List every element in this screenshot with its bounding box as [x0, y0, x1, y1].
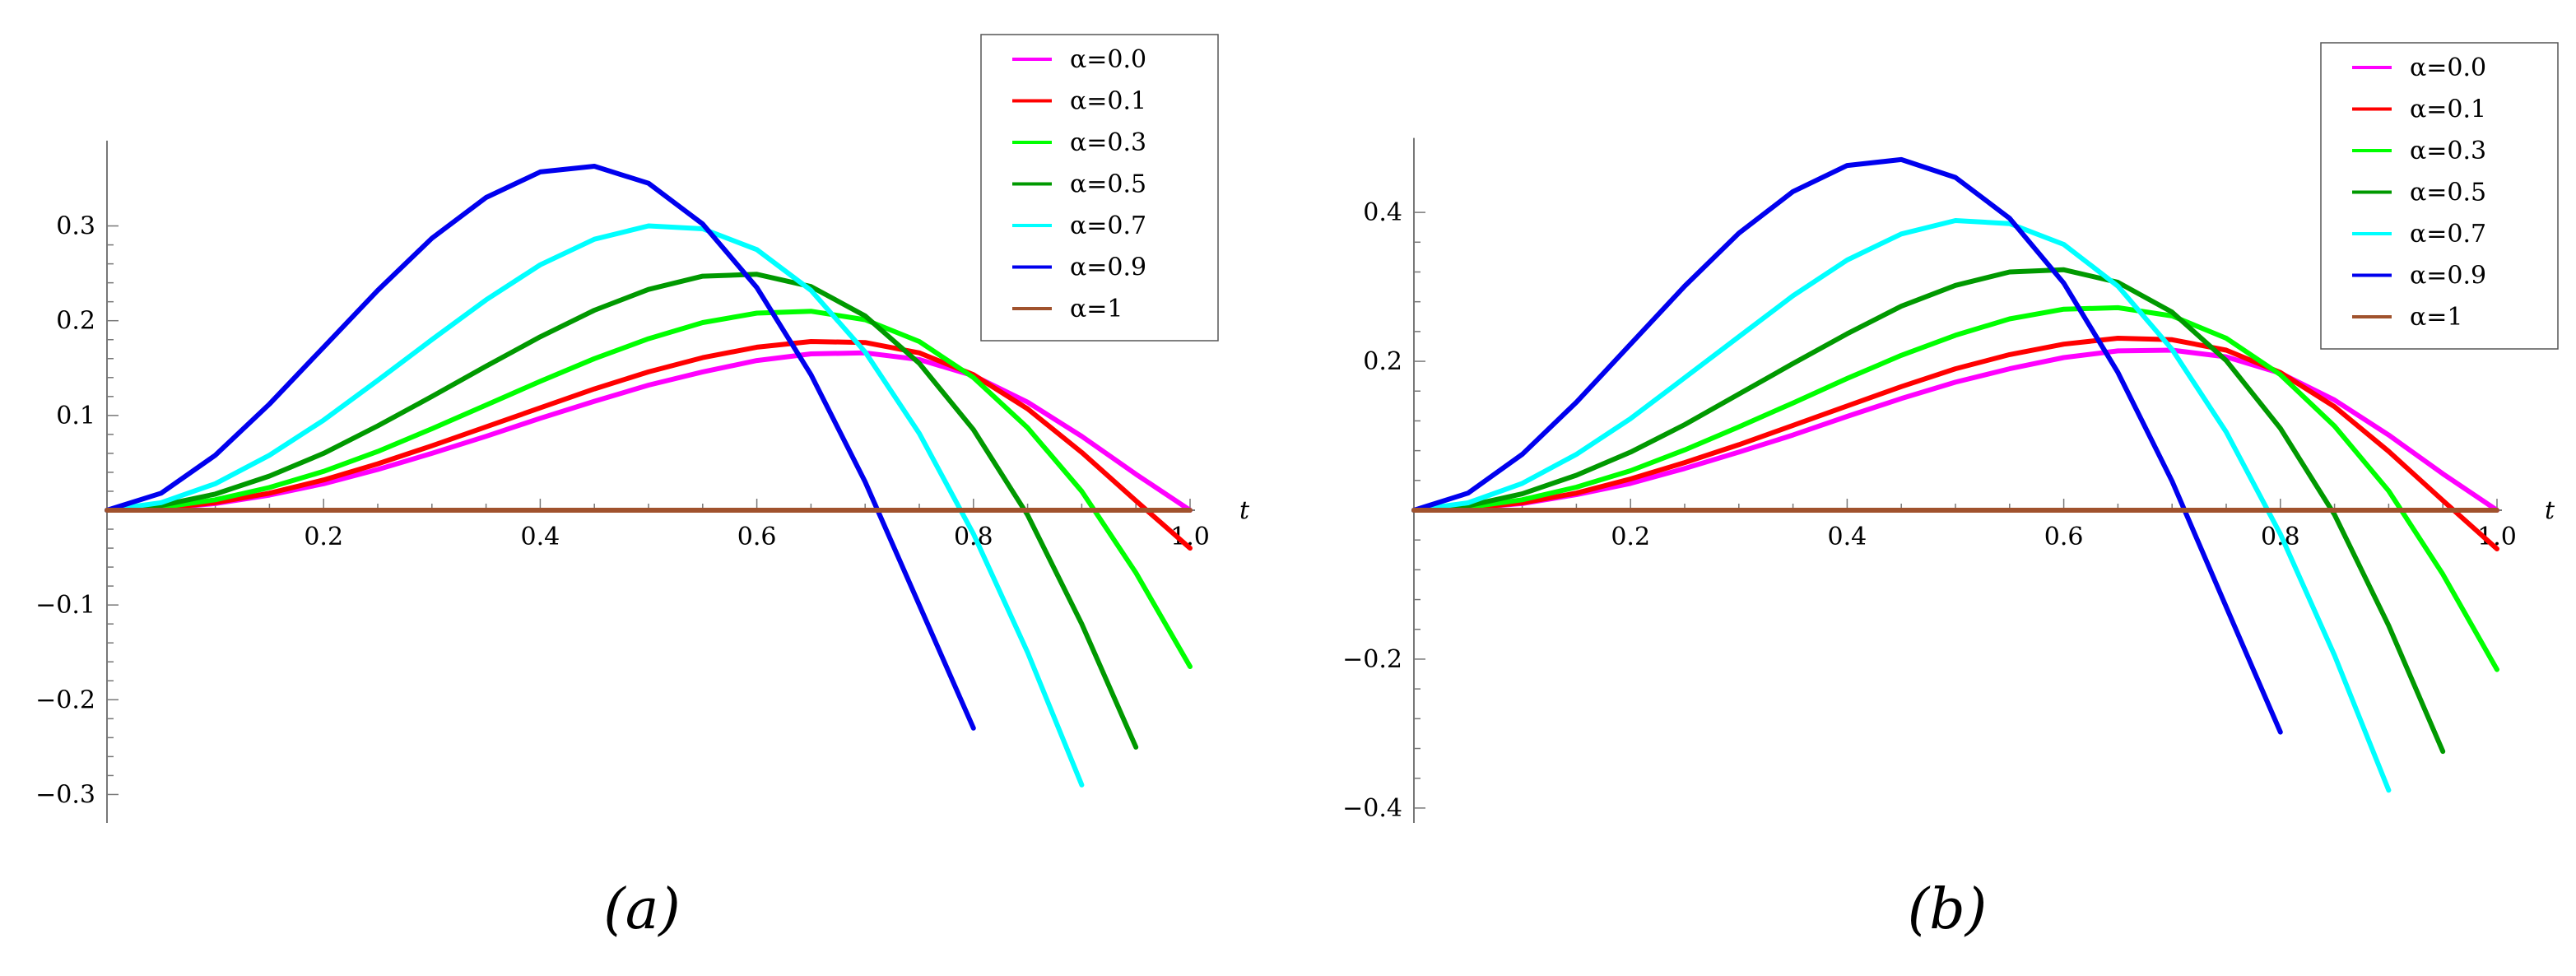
series-line — [105, 223, 1085, 788]
x-tick-label: 0.4 — [1828, 523, 1867, 551]
chart-caption: (a) — [603, 877, 681, 942]
legend-label: α=0.7 — [2410, 220, 2486, 249]
y-tick-label: −0.1 — [35, 591, 95, 620]
series-line — [105, 309, 1193, 669]
x-tick-label: 0.6 — [737, 523, 777, 551]
series-line — [1411, 304, 2499, 672]
x-axis-title: t — [2545, 496, 2555, 525]
y-tick-label: −0.2 — [35, 686, 95, 714]
legend-label: α=0.9 — [1070, 253, 1146, 282]
legend-label: α=0.0 — [1070, 45, 1146, 74]
y-tick-label: 0.4 — [1363, 198, 1402, 227]
legend-label: α=0.3 — [2410, 137, 2486, 165]
legend-box — [980, 34, 1219, 342]
y-tick-label: −0.3 — [35, 780, 95, 809]
legend-label: α=0.1 — [1070, 87, 1146, 116]
chart-panel: 0.2 0.4 0.6 0.8 1.0−0.4−0.20.20.4tα=0.0α=0.1… — [1342, 42, 2559, 942]
x-tick-label: 0.2 — [304, 523, 343, 551]
legend-label: α=0.7 — [1070, 211, 1146, 240]
legend-label: α=0.5 — [1070, 170, 1146, 199]
legend-label: α=1 — [2410, 303, 2462, 332]
y-tick-label: 0.2 — [56, 307, 95, 336]
legend-label: α=0.1 — [2410, 95, 2486, 124]
legend-label: α=0.3 — [1070, 128, 1146, 157]
series-line — [1411, 267, 2446, 755]
y-tick-label: −0.4 — [1342, 794, 1402, 823]
legend-label: α=0.0 — [2410, 53, 2486, 82]
y-tick-label: 0.2 — [1363, 347, 1402, 376]
chart-caption: (b) — [1908, 877, 1988, 942]
legend-label: α=0.5 — [2410, 179, 2486, 207]
y-tick-label: −0.2 — [1342, 645, 1402, 674]
chart-panel: 0.2 0.4 0.6 0.8 1.0−0.3−0.2−0.10.10.20.3tα=0… — [35, 34, 1250, 942]
series-line — [105, 164, 976, 731]
legend-label: α=1 — [1070, 295, 1123, 323]
series-line — [1411, 156, 2283, 735]
y-tick-label: 0.1 — [56, 402, 95, 430]
x-tick-label: 0.4 — [521, 523, 560, 551]
x-tick-label: 0.6 — [2044, 523, 2084, 551]
series-line — [1411, 218, 2392, 793]
x-axis-title: t — [1239, 496, 1250, 525]
legend-label: α=0.9 — [2410, 262, 2486, 290]
legend-box — [2320, 42, 2559, 350]
series-line — [1411, 336, 2499, 551]
x-tick-label: 0.2 — [1611, 523, 1650, 551]
series-line — [105, 272, 1139, 750]
y-tick-label: 0.3 — [56, 212, 95, 241]
series-line — [105, 339, 1193, 551]
